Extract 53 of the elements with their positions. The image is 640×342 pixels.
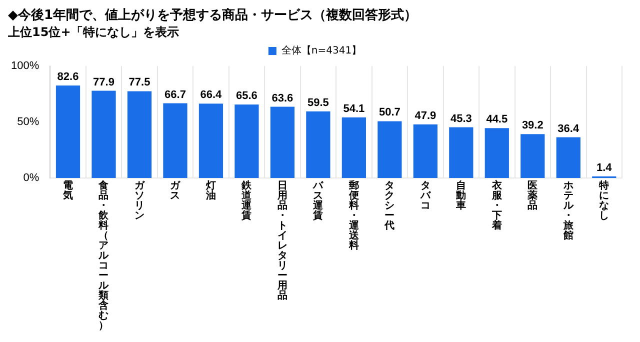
data-label: 59.5 <box>307 96 329 109</box>
x-tick-label: 自動車 <box>455 180 466 212</box>
category-label: 日用品・トイレタリー用品 <box>277 180 288 302</box>
data-label: 82.6 <box>57 71 79 84</box>
data-label: 63.6 <box>272 92 294 104</box>
bar <box>234 104 259 178</box>
x-tick-label: タバコ <box>419 180 432 212</box>
x-tick-label: 衣服・下着 <box>490 180 503 232</box>
x-tick-label: タクシー代 <box>384 180 395 232</box>
bar <box>92 90 116 178</box>
legend-label: 全体【n=4341】 <box>281 44 362 57</box>
bar <box>520 134 545 178</box>
bar <box>56 85 80 178</box>
data-label: 39.2 <box>522 120 544 132</box>
data-label: 47.9 <box>414 110 436 122</box>
data-label: 1.4 <box>596 162 613 174</box>
bar <box>556 137 580 178</box>
x-tick-label: 医薬品 <box>526 180 538 212</box>
data-label: 44.5 <box>486 114 508 126</box>
bar <box>449 127 474 178</box>
bar <box>306 111 330 178</box>
data-label: 66.7 <box>164 88 186 101</box>
x-tick-label: 郵便料・運送料 <box>348 180 360 252</box>
data-label: 36.4 <box>558 122 580 135</box>
category-label: 食品・飲料（アルコール類含む） <box>98 180 109 332</box>
bar <box>270 106 295 178</box>
x-tick-label: ガス <box>170 180 182 202</box>
bar <box>127 91 152 178</box>
bar <box>342 117 366 178</box>
x-tick-label: バス運賃 <box>312 180 324 222</box>
bar <box>378 121 402 178</box>
x-tick-label: 灯油 <box>204 180 216 202</box>
y-tick-label: 100% <box>10 60 40 72</box>
chart-title: ◆今後1年間で、値上がりを予想する商品・サービス（複数回答形式） <box>8 7 418 24</box>
data-label: 50.7 <box>378 106 400 119</box>
data-label: 66.4 <box>200 89 223 102</box>
y-tick-label: 50% <box>17 116 40 128</box>
data-label: 65.6 <box>236 90 258 102</box>
x-tick-label: 鉄道運賃 <box>240 180 253 222</box>
data-label: 77.9 <box>93 76 114 88</box>
data-label: 45.3 <box>450 112 472 125</box>
bar <box>163 103 188 178</box>
x-tick-label: ホテル・旅館 <box>562 180 574 242</box>
bar <box>198 104 224 178</box>
data-label: 77.5 <box>128 76 150 89</box>
x-tick-label: 特になし <box>598 180 610 222</box>
bar <box>413 124 438 178</box>
chart-subtitle: 上位15位+「特になし」を表示 <box>7 24 179 39</box>
x-tick-label: 電気 <box>62 180 74 202</box>
data-label: 54.1 <box>343 102 365 115</box>
y-tick-label: 0% <box>23 172 40 184</box>
x-tick-label: ガソリン <box>134 180 146 222</box>
bar <box>484 128 509 178</box>
